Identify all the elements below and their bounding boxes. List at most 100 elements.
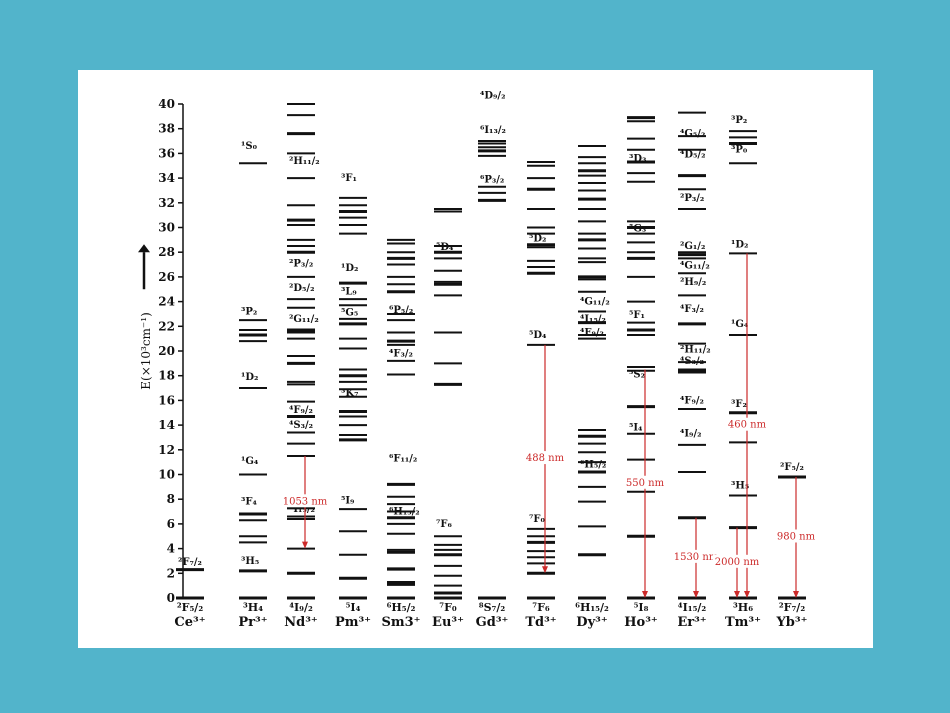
ion-name: Yb³⁺ <box>776 615 808 630</box>
y-tick-label: 38 <box>158 122 175 136</box>
transition-label: 1053 nm <box>283 496 328 507</box>
ion-name: Ho³⁺ <box>624 615 658 630</box>
y-tick-label: 0 <box>167 591 175 605</box>
level-label: ²F₅/₂ <box>780 462 804 473</box>
y-tick-label: 24 <box>158 295 175 309</box>
level-label: ⁵D₂ <box>529 234 546 245</box>
level-label: ⁵D₄ <box>436 242 454 253</box>
y-tick-label: 18 <box>158 369 175 383</box>
ion-name: Td³⁺ <box>525 615 556 630</box>
transition-label-bg <box>713 554 761 568</box>
level-label: ⁴S₃/₂ <box>289 420 313 431</box>
level-label: ⁶H₅/₂ <box>580 460 606 471</box>
level-label: ²P₃/₂ <box>680 193 704 204</box>
transition-label-bg <box>672 549 720 563</box>
ground-state-label: ⁶H₅/₂ <box>387 601 416 614</box>
transition-label: 550 nm <box>626 478 665 489</box>
level-label: ¹D₂ <box>731 240 748 251</box>
level-label: ⁵D₄ <box>529 330 547 341</box>
y-tick-label: 16 <box>158 393 175 407</box>
level-label: ⁷F₀ <box>529 514 545 525</box>
level-label: ³F₂ <box>731 399 747 410</box>
transition-label-bg <box>772 529 820 543</box>
transitions: 1053 nm 488 nm 550 nm 1530 nm 460 nm 2000 nm 9… <box>281 253 820 598</box>
level-label: ¹D₂ <box>241 372 258 383</box>
diagram-paper: E(×10³cm⁻¹) 0 2 4 6 8 10 12 14 16 18 20 22 24 26 28 30 3… <box>78 70 873 648</box>
level-label: ³P₂ <box>241 306 257 317</box>
ground-state-label: ²F₅/₂ <box>177 601 203 614</box>
level-label: ³F₁ <box>341 173 357 184</box>
ground-state-label: ⁴I₉/₂ <box>289 601 313 614</box>
level-label: ³K₇ <box>341 388 358 399</box>
energy-level-diagram: E(×10³cm⁻¹) 0246810121416182022242628303… <box>138 90 820 630</box>
level-label: ³F₄ <box>241 497 257 508</box>
level-labels: ²F₇/₂ ³H₅ ³F₄ ¹G₄ ¹D₂ ³P₂ ¹S₀ ⁴I₁₅/₂ ⁴S₃/₂ ⁴F₉/₂ ²… <box>178 90 804 568</box>
ion-name: Tm³⁺ <box>725 615 761 630</box>
energy-levels <box>176 103 806 600</box>
level-label: ⁴G₁₁/₂ <box>680 261 710 272</box>
y-tick-label: 26 <box>158 270 175 284</box>
ground-state-label: ⁷F₆ <box>532 601 550 614</box>
transition-label-bg <box>723 417 771 431</box>
level-label: ⁴I₁₅/₂ <box>580 314 606 325</box>
transition-label: 1530 nm <box>674 552 719 563</box>
level-label: ⁶H₁₅/₂ <box>389 506 420 517</box>
ground-state-label: ²F₇/₂ <box>779 601 805 614</box>
ion-name: Nd³⁺ <box>284 615 318 630</box>
y-tick-label: 32 <box>158 196 175 210</box>
transition-arrowhead <box>793 591 799 598</box>
level-label: ⁴G₅/₂ <box>680 129 705 140</box>
level-label: ⁵G₅ <box>341 308 358 319</box>
y-axis: E(×10³cm⁻¹) 0246810121416182022242628303… <box>138 97 184 605</box>
level-label: ³P₂ <box>731 115 747 126</box>
level-label: ²H₉/₂ <box>680 277 706 288</box>
level-label: ⁴F₃/₂ <box>680 304 704 315</box>
ion-name: Ce³⁺ <box>174 615 205 630</box>
ion-name: Pm³⁺ <box>335 615 371 630</box>
transition-arrowhead <box>302 541 308 549</box>
level-label: ⁴I₁₅/₂ <box>289 504 315 515</box>
level-label: ³L₉ <box>341 287 357 298</box>
y-tick-label: 4 <box>167 542 175 556</box>
transition-arrowhead <box>642 591 648 598</box>
y-tick-label: 34 <box>158 171 175 185</box>
level-label: ¹S₀ <box>241 141 258 152</box>
transition-label: 460 nm <box>728 420 767 431</box>
level-label: ³H₅ <box>731 481 749 492</box>
y-axis-label: E(×10³cm⁻¹) <box>139 312 153 390</box>
level-label: ⁵I₉ <box>341 495 354 506</box>
level-label: ²P₃/₂ <box>289 258 313 269</box>
y-tick-label: 20 <box>158 344 175 358</box>
level-label: ⁴F₉/₂ <box>680 395 704 406</box>
ground-state-label: ³H₄ <box>243 601 263 614</box>
level-label: ²H₁₁/₂ <box>680 345 711 356</box>
y-tick-label: 36 <box>158 146 175 160</box>
level-label: ³H₅ <box>241 556 259 567</box>
ion-name: Er³⁺ <box>677 615 706 630</box>
y-tick-label: 14 <box>158 418 175 432</box>
transition-label-bg <box>621 475 669 489</box>
transition-label: 980 nm <box>777 531 816 542</box>
level-label: ⁵I₄ <box>629 423 643 434</box>
transition-arrowhead <box>693 591 699 598</box>
level-label: ¹G₄ <box>241 456 259 467</box>
level-label: ⁴D₅/₂ <box>680 150 705 161</box>
ground-state-label: ⁵I₈ <box>634 601 649 614</box>
level-label: ⁴G₁₁/₂ <box>580 297 610 308</box>
level-label: ⁵G₃ <box>629 224 646 235</box>
level-label: ⁴D₉/₂ <box>480 90 505 101</box>
ion-name: Eu³⁺ <box>432 615 464 630</box>
level-label: ²G₁₁/₂ <box>289 314 319 325</box>
ground-state-label: ⁴I₁₅/₂ <box>678 601 707 614</box>
level-label: ²F₇/₂ <box>178 557 202 568</box>
level-label: ⁴F₃/₂ <box>389 348 413 359</box>
level-label: ³P₀ <box>731 145 748 156</box>
transition-arrowhead <box>744 591 750 598</box>
ground-state-label: ⁷F₀ <box>439 601 457 614</box>
level-label: ²H₁₁/₂ <box>289 156 320 167</box>
ion-name: Gd³⁺ <box>476 615 509 630</box>
transition-arrowhead <box>734 591 740 598</box>
level-label: ⁴S₃/₂ <box>680 356 704 367</box>
level-label: ²D₅/₂ <box>289 283 314 294</box>
level-label: ⁶I₁₃/₂ <box>480 125 506 136</box>
